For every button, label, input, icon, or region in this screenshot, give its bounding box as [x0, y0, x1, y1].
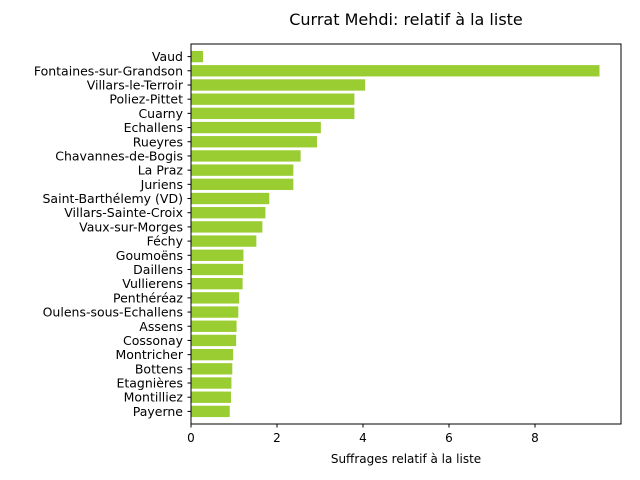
category-label: La Praz: [138, 163, 184, 178]
category-label: Vullierens: [122, 276, 183, 291]
bar: [191, 277, 243, 290]
bar: [191, 405, 230, 418]
category-label: Montricher: [116, 347, 184, 362]
bar: [191, 65, 600, 77]
category-label: Montilliez: [124, 390, 184, 405]
plot-frame: [190, 43, 622, 425]
bar: [191, 263, 244, 276]
bar: [191, 136, 317, 148]
category-label: Bottens: [135, 361, 183, 376]
bar: [191, 164, 294, 176]
bar: [191, 50, 204, 63]
bar: [191, 334, 237, 347]
bar: [191, 348, 234, 361]
x-tick-label: 4: [359, 431, 367, 445]
bar: [191, 292, 240, 304]
bar: [191, 150, 301, 162]
category-label: Poliez-Pittet: [109, 92, 183, 107]
category-label: Goumoëns: [116, 248, 183, 263]
category-label: Fontaines-sur-Grandson: [34, 63, 183, 78]
bar: [191, 249, 244, 261]
bar: [191, 235, 257, 247]
category-label: Villars-Sainte-Croix: [64, 205, 183, 220]
category-label: Vaux-sur-Morges: [79, 219, 183, 234]
x-tick-label: 6: [445, 431, 453, 445]
bar: [191, 121, 321, 134]
bar: [191, 93, 355, 105]
category-label: Penthéréaz: [113, 290, 183, 305]
bar: [191, 192, 270, 205]
bar: [191, 391, 231, 403]
bar: [191, 306, 239, 318]
category-label: Féchy: [147, 234, 184, 249]
category-label: Payerne: [133, 404, 184, 419]
category-label: Cossonay: [123, 333, 184, 348]
bar: [191, 79, 366, 91]
bar: [191, 221, 263, 233]
category-label: Vaud: [152, 49, 183, 64]
x-ticks: 0 2 4 6 8: [187, 424, 539, 445]
category-label: Saint-Barthélemy (VD): [43, 191, 184, 206]
bar: [191, 207, 266, 219]
category-label: Villars-le-Terroir: [87, 77, 184, 92]
x-tick-label: 2: [273, 431, 281, 445]
category-label: Assens: [139, 319, 183, 334]
bar: [191, 363, 233, 375]
x-tick-label: 0: [187, 431, 195, 445]
bars: [191, 50, 600, 418]
bar: [191, 178, 294, 191]
category-label: Rueyres: [133, 134, 183, 149]
category-label: Chavannes-de-Bogis: [55, 148, 183, 163]
category-label: Juriens: [140, 177, 183, 192]
x-axis-label: Suffrages relatif à la liste: [331, 452, 481, 466]
bar: [191, 320, 237, 332]
x-tick-label: 8: [531, 431, 539, 445]
category-label: Daillens: [133, 262, 183, 277]
bar: [191, 377, 232, 389]
category-label: Etagnières: [116, 376, 183, 391]
category-label: Oulens-sous-Echallens: [43, 305, 183, 320]
category-label: Echallens: [124, 120, 183, 135]
bar: [191, 107, 355, 120]
chart-title: Currat Mehdi: relatif à la liste: [289, 10, 523, 29]
category-labels: VaudFontaines-sur-GrandsonVillars-le-Ter…: [34, 49, 191, 419]
category-label: Cuarny: [138, 106, 183, 121]
